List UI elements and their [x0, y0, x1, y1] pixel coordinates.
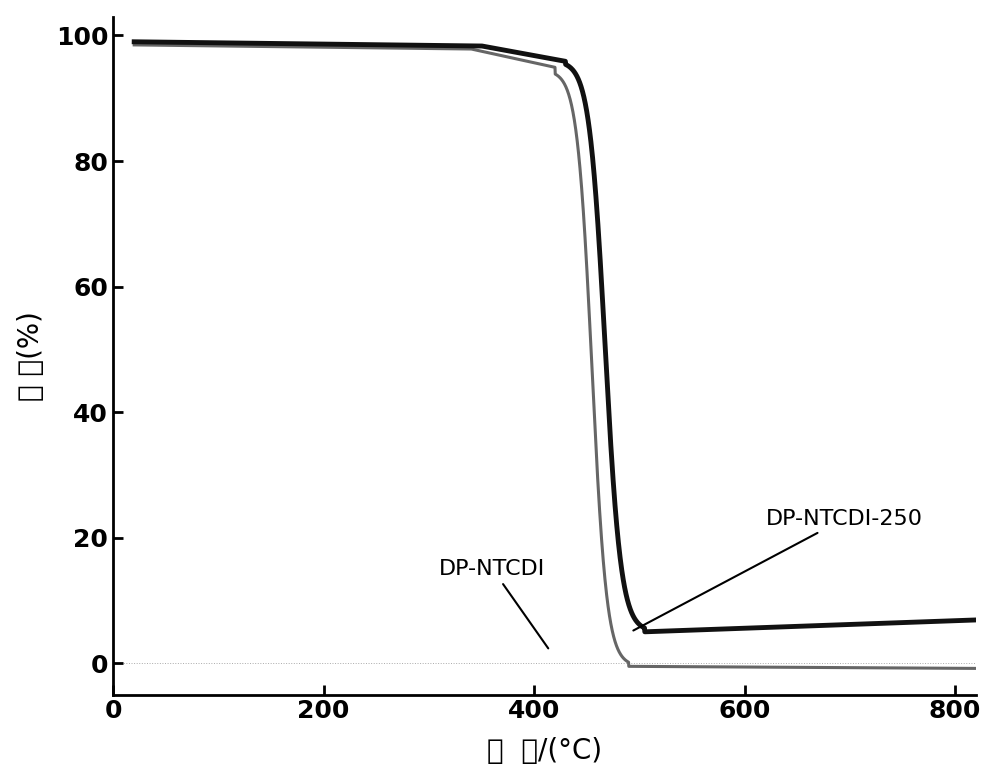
Text: DP-NTCDI: DP-NTCDI: [439, 559, 548, 648]
Text: DP-NTCDI-250: DP-NTCDI-250: [633, 509, 923, 630]
X-axis label: 温  度/(°C): 温 度/(°C): [487, 737, 602, 766]
Y-axis label: 重 量(%): 重 量(%): [17, 310, 45, 400]
